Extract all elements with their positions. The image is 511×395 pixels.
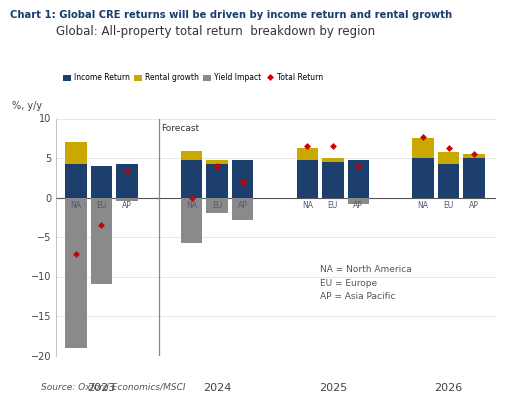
Bar — [116, 164, 137, 198]
Text: EU: EU — [212, 201, 222, 211]
Bar — [181, 151, 202, 160]
Bar — [181, 198, 202, 243]
Text: Chart 1: Global CRE returns will be driven by income return and rental growth: Chart 1: Global CRE returns will be driv… — [10, 10, 452, 20]
Bar — [463, 154, 485, 158]
Text: Forecast: Forecast — [161, 124, 199, 133]
Bar — [296, 148, 318, 160]
Bar — [463, 158, 485, 198]
Text: EU: EU — [444, 201, 454, 211]
Bar — [65, 198, 87, 348]
Bar — [90, 198, 112, 284]
Text: %, y/y: %, y/y — [12, 102, 42, 111]
Bar — [90, 166, 112, 198]
Legend: Income Return, Rental growth, Yield Impact, Total Return: Income Return, Rental growth, Yield Impa… — [60, 70, 326, 85]
Text: NA: NA — [417, 201, 429, 211]
Text: EU: EU — [328, 201, 338, 211]
Bar — [438, 152, 459, 164]
Bar — [181, 160, 202, 198]
Text: AP: AP — [122, 201, 132, 211]
Text: Global: All-property total return  breakdown by region: Global: All-property total return breakd… — [56, 25, 376, 38]
Bar — [296, 160, 318, 198]
Text: AP: AP — [238, 201, 247, 211]
Bar — [347, 198, 369, 204]
Text: Source: Oxford Economics/MSCI: Source: Oxford Economics/MSCI — [41, 382, 185, 391]
Bar — [438, 164, 459, 198]
Text: NA: NA — [302, 201, 313, 211]
Bar — [232, 160, 253, 198]
Bar — [65, 164, 87, 198]
Bar — [206, 198, 228, 213]
Text: NA = North America
EU = Europe
AP = Asia Pacific: NA = North America EU = Europe AP = Asia… — [320, 265, 412, 301]
Bar — [412, 138, 434, 158]
Text: AP: AP — [354, 201, 363, 211]
Text: AP: AP — [469, 201, 479, 211]
Bar — [322, 158, 343, 162]
Bar — [116, 198, 137, 201]
Text: NA: NA — [71, 201, 81, 211]
Bar — [206, 160, 228, 164]
Text: NA: NA — [186, 201, 197, 211]
Bar — [232, 198, 253, 220]
Bar — [65, 142, 87, 164]
Text: EU: EU — [96, 201, 106, 211]
Bar — [206, 164, 228, 198]
Bar — [412, 158, 434, 198]
Bar — [347, 160, 369, 198]
Bar — [322, 162, 343, 198]
